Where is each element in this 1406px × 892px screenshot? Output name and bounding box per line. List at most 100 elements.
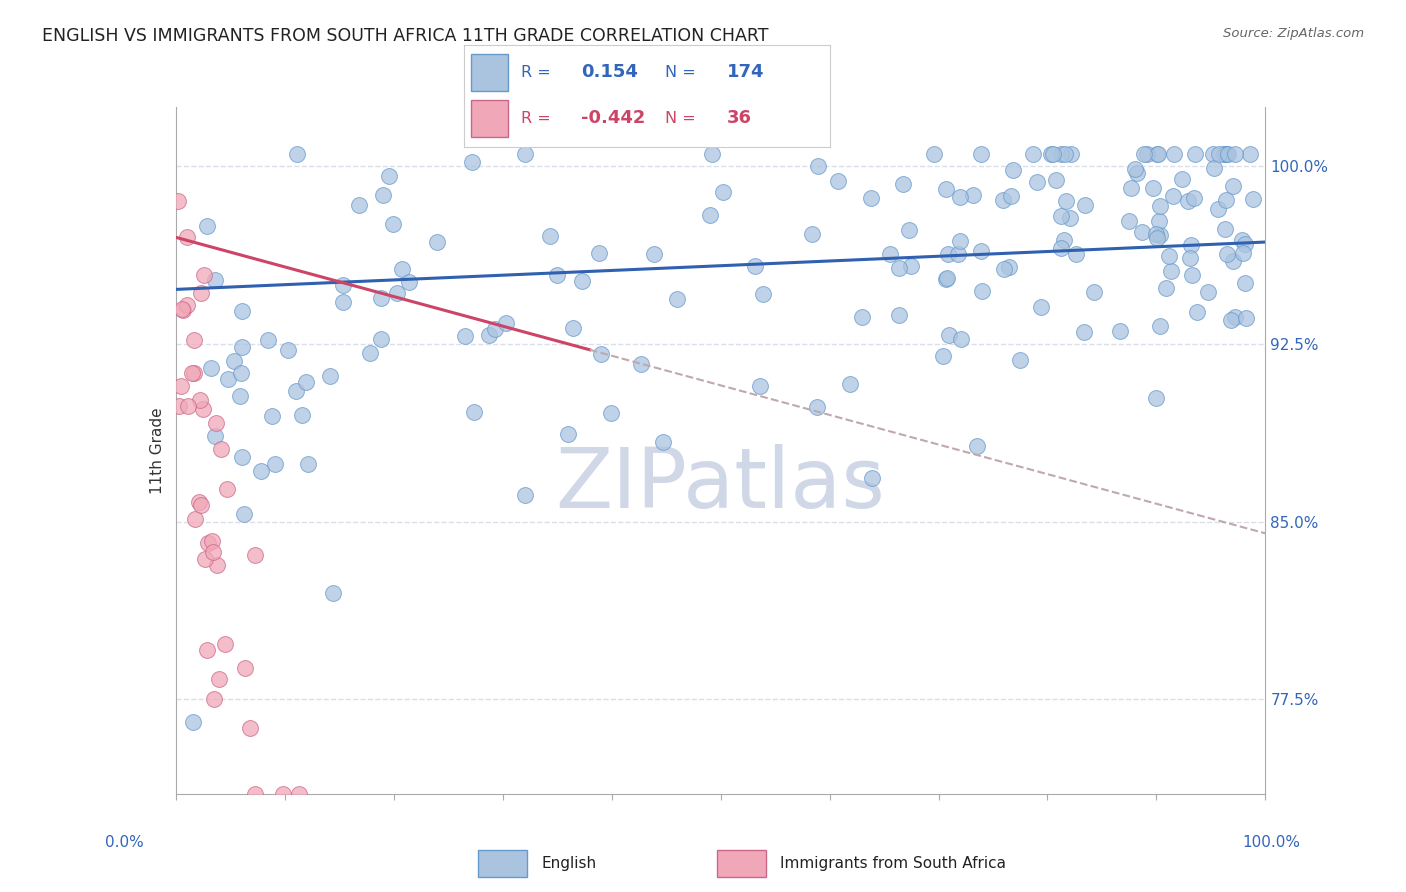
Point — [167, 194, 190, 208]
Bar — [471, 54, 508, 91]
Point — [966, 439, 988, 453]
Point — [1215, 147, 1237, 161]
Point — [322, 585, 344, 599]
Point — [194, 552, 217, 566]
Point — [935, 270, 957, 285]
Text: Source: ZipAtlas.com: Source: ZipAtlas.com — [1223, 27, 1364, 40]
Point — [295, 375, 318, 389]
Point — [862, 470, 884, 484]
Point — [318, 369, 340, 384]
Point — [1222, 178, 1244, 193]
Point — [1182, 191, 1205, 205]
Point — [1142, 181, 1164, 195]
Point — [898, 223, 921, 237]
Point — [1216, 147, 1239, 161]
Point — [571, 274, 593, 288]
Point — [391, 262, 413, 277]
Point — [1026, 175, 1049, 189]
Point — [801, 227, 824, 241]
Point — [600, 406, 623, 420]
Point — [347, 198, 370, 212]
Point — [1202, 147, 1225, 161]
Point — [260, 409, 283, 423]
Point — [1178, 252, 1201, 266]
Point — [827, 174, 849, 188]
Point — [229, 389, 252, 403]
Point — [1149, 199, 1171, 213]
Point — [1232, 245, 1254, 260]
Point — [949, 190, 972, 204]
Point — [495, 316, 517, 330]
Point — [188, 392, 211, 407]
Point — [245, 787, 267, 801]
Point — [453, 328, 475, 343]
Point — [385, 286, 408, 301]
Point — [1232, 233, 1254, 247]
Point — [515, 488, 537, 502]
Point — [426, 235, 449, 249]
Point — [197, 536, 219, 550]
Point — [231, 340, 253, 354]
Point — [1213, 221, 1236, 235]
Point — [1050, 147, 1073, 161]
Point — [1233, 277, 1256, 291]
Point — [231, 450, 253, 465]
Point — [1050, 209, 1073, 223]
Point — [630, 357, 652, 371]
Point — [1197, 285, 1219, 300]
Point — [1040, 147, 1063, 161]
Point — [860, 191, 883, 205]
Point — [201, 544, 224, 558]
Text: R =: R = — [520, 65, 550, 79]
Point — [949, 234, 972, 248]
Point — [243, 549, 266, 563]
Point — [200, 361, 222, 376]
Point — [665, 292, 688, 306]
Point — [181, 367, 204, 381]
Point — [233, 661, 256, 675]
Text: Immigrants from South Africa: Immigrants from South Africa — [780, 855, 1007, 871]
Point — [1234, 236, 1257, 251]
Point — [1054, 147, 1077, 161]
Point — [891, 177, 914, 191]
Point — [993, 261, 1015, 276]
Point — [285, 147, 308, 161]
Point — [538, 229, 561, 244]
Point — [378, 169, 401, 184]
Point — [1159, 249, 1181, 263]
Point — [370, 291, 392, 305]
Point — [188, 494, 211, 508]
Point — [170, 379, 193, 393]
Point — [359, 346, 381, 360]
Point — [1064, 247, 1087, 261]
Point — [284, 384, 307, 399]
Point — [1161, 189, 1184, 203]
Point — [1133, 147, 1156, 161]
Point — [398, 275, 420, 289]
Point — [1160, 264, 1182, 278]
Point — [190, 498, 212, 512]
Point — [222, 353, 245, 368]
Point — [557, 426, 579, 441]
Point — [1215, 193, 1237, 207]
Point — [484, 322, 506, 336]
Point — [239, 721, 262, 735]
Text: 100.0%: 100.0% — [1243, 836, 1301, 850]
Point — [1060, 147, 1083, 161]
Point — [1109, 324, 1132, 338]
Point — [332, 278, 354, 293]
Point — [839, 377, 862, 392]
Bar — [717, 850, 766, 877]
Point — [938, 327, 960, 342]
Point — [991, 193, 1014, 207]
Point — [1119, 180, 1142, 194]
Point — [231, 367, 253, 381]
Text: N =: N = — [665, 111, 696, 126]
Point — [962, 187, 984, 202]
Point — [249, 464, 271, 478]
Point — [461, 155, 484, 169]
Text: ENGLISH VS IMMIGRANTS FROM SOUTH AFRICA 11TH GRADE CORRELATION CHART: ENGLISH VS IMMIGRANTS FROM SOUTH AFRICA … — [42, 27, 769, 45]
Point — [184, 512, 207, 526]
Point — [513, 147, 536, 161]
Point — [1083, 285, 1105, 299]
